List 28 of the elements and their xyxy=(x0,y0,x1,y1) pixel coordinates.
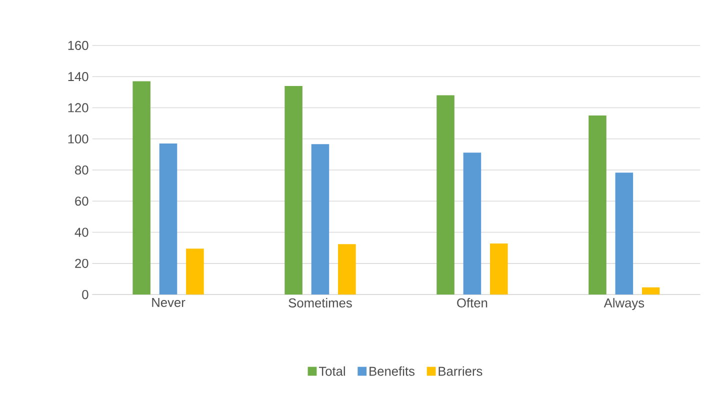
y-tick-label: 0 xyxy=(82,290,88,299)
legend-label: Benefits xyxy=(370,366,414,376)
bar xyxy=(436,95,454,294)
bar xyxy=(642,287,660,294)
x-tick-label: Often xyxy=(457,298,488,308)
y-tick-label: 140 xyxy=(68,72,88,81)
x-tick-label: Always xyxy=(604,298,644,310)
y-tick-label: 20 xyxy=(75,258,88,268)
bar xyxy=(588,115,606,294)
y-tick-label: 160 xyxy=(68,40,88,50)
bar xyxy=(338,244,356,294)
x-tick-label: Never xyxy=(152,298,186,307)
y-tick-label: 80 xyxy=(75,165,88,174)
legend-label: Barriers xyxy=(438,366,482,376)
bar xyxy=(490,243,508,294)
bar xyxy=(159,143,178,294)
bar xyxy=(615,172,634,294)
x-tick-label: Sometimes xyxy=(288,298,352,308)
bar xyxy=(186,248,204,294)
bar xyxy=(132,81,150,294)
y-tick-label: 100 xyxy=(68,134,88,144)
legend-label: Total xyxy=(318,366,345,376)
y-tick-label: 40 xyxy=(74,228,88,237)
bar xyxy=(284,86,302,294)
bar xyxy=(311,144,330,294)
y-tick-label: 60 xyxy=(75,196,88,206)
y-tick-label: 120 xyxy=(68,103,88,112)
bar xyxy=(463,152,482,294)
